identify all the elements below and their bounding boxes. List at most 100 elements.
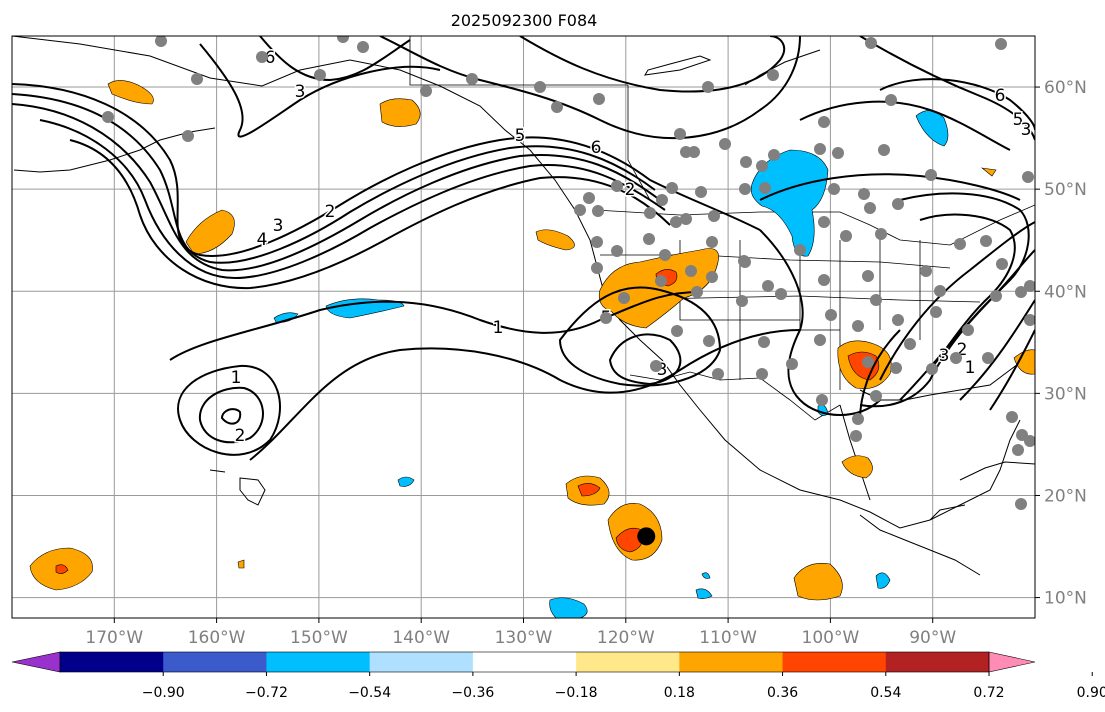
station-dot — [671, 325, 683, 337]
colorbar-tick-label: 0.72 — [973, 685, 1004, 701]
shade-blue — [397, 476, 415, 487]
lat-tick-label: 20°N — [1044, 486, 1087, 506]
station-dot — [256, 51, 268, 63]
lon-tick-label: 140°W — [392, 628, 450, 648]
station-dot — [828, 183, 840, 195]
station-dot — [466, 73, 478, 85]
colorbar-box — [472, 652, 577, 672]
lon-tick-label: 130°W — [495, 628, 553, 648]
shade-orange — [237, 559, 245, 569]
station-dot — [703, 335, 715, 347]
station-dot — [996, 258, 1008, 270]
station-dot — [890, 362, 902, 374]
station-dot — [1015, 286, 1027, 298]
contour-label: 2 — [625, 180, 636, 200]
station-dot — [852, 413, 864, 425]
station-dot — [870, 390, 882, 402]
contour-label: 1 — [493, 318, 504, 338]
station-dot — [695, 186, 707, 198]
station-dot — [926, 363, 938, 375]
station-dot — [706, 236, 718, 248]
station-dot — [685, 265, 697, 277]
station-dot — [980, 235, 992, 247]
station-dot — [930, 306, 942, 318]
station-dot — [574, 204, 586, 216]
station-dot — [1024, 314, 1035, 326]
station-dot — [934, 285, 946, 297]
station-dot — [591, 236, 603, 248]
lat-tick-label: 50°N — [1044, 180, 1087, 200]
station-dot — [814, 334, 826, 346]
shade-orange — [379, 98, 421, 127]
station-dot — [739, 256, 751, 268]
colorbar-box — [60, 652, 164, 672]
contour-label: 5 — [1013, 110, 1024, 130]
contour-label-group: 6543211236532321536 — [229, 47, 1033, 448]
station-dot — [618, 292, 630, 304]
contour-lines — [12, 36, 1035, 461]
station-dot — [852, 320, 864, 332]
station-dot — [702, 81, 714, 93]
station-dot — [840, 230, 852, 242]
lon-tick-label: 150°W — [290, 628, 348, 648]
station-dot — [825, 309, 837, 321]
colorbar-outline — [59, 651, 990, 673]
shade-blue — [750, 149, 829, 257]
latitude-axis: 10°N 20°N 30°N 40°N 50°N 60°N — [1035, 78, 1087, 609]
colorbar-box — [885, 652, 990, 672]
station-dot — [995, 38, 1007, 50]
colorbar-tick-label: 0.36 — [767, 685, 798, 701]
station-dot — [768, 149, 780, 161]
station-dot — [191, 73, 203, 85]
station-dot — [794, 244, 806, 256]
station-dot — [706, 271, 718, 283]
colorbar-tick-label: 0.18 — [664, 685, 695, 701]
station-dot — [182, 130, 194, 142]
shade-orange — [107, 80, 154, 105]
station-dot — [592, 205, 604, 217]
contour-label: 2 — [325, 202, 336, 222]
lon-tick-label: 120°W — [597, 628, 655, 648]
lon-tick-label: 160°W — [188, 628, 246, 648]
station-dot — [611, 180, 623, 192]
station-dot — [832, 147, 844, 159]
station-dot — [1015, 498, 1027, 510]
contour-label: 3 — [939, 346, 950, 366]
station-dot — [708, 210, 720, 222]
station-dot — [1022, 171, 1034, 183]
station-dot — [767, 69, 779, 81]
station-dot — [920, 265, 932, 277]
station-dot — [814, 143, 826, 155]
colorbar-box — [679, 652, 784, 672]
chart-title: 2025092300 F084 — [451, 11, 598, 30]
shade-orange — [185, 209, 235, 255]
station-dot — [762, 280, 774, 292]
station-dot — [759, 182, 771, 194]
contour-label: 3 — [1021, 120, 1032, 140]
contour-label: 6 — [265, 48, 276, 68]
station-dot — [1024, 280, 1035, 292]
station-dot — [904, 338, 916, 350]
colorbar-extend-max — [988, 651, 1036, 673]
shade-red — [615, 527, 644, 553]
station-dot — [892, 198, 904, 210]
shade-blue — [695, 588, 713, 599]
station-dot — [420, 85, 432, 97]
colorbar-tick-label: −0.36 — [451, 685, 494, 701]
station-dot — [591, 262, 603, 274]
station-dot — [102, 111, 114, 123]
colorbar-tick-label: 0.54 — [870, 685, 901, 701]
coastlines — [12, 36, 1035, 576]
lat-tick-label: 60°N — [1044, 78, 1087, 98]
station-dot — [659, 249, 671, 261]
contour-label: 3 — [295, 82, 306, 102]
station-dot — [756, 160, 768, 172]
shade-blue — [875, 572, 891, 589]
station-dots — [102, 36, 1035, 510]
station-dot — [719, 138, 731, 150]
contour-label: 1 — [965, 358, 976, 378]
station-dot — [1006, 411, 1018, 423]
station-dot — [990, 290, 1002, 302]
station-dot — [655, 275, 667, 287]
colorbar-box — [163, 652, 267, 672]
